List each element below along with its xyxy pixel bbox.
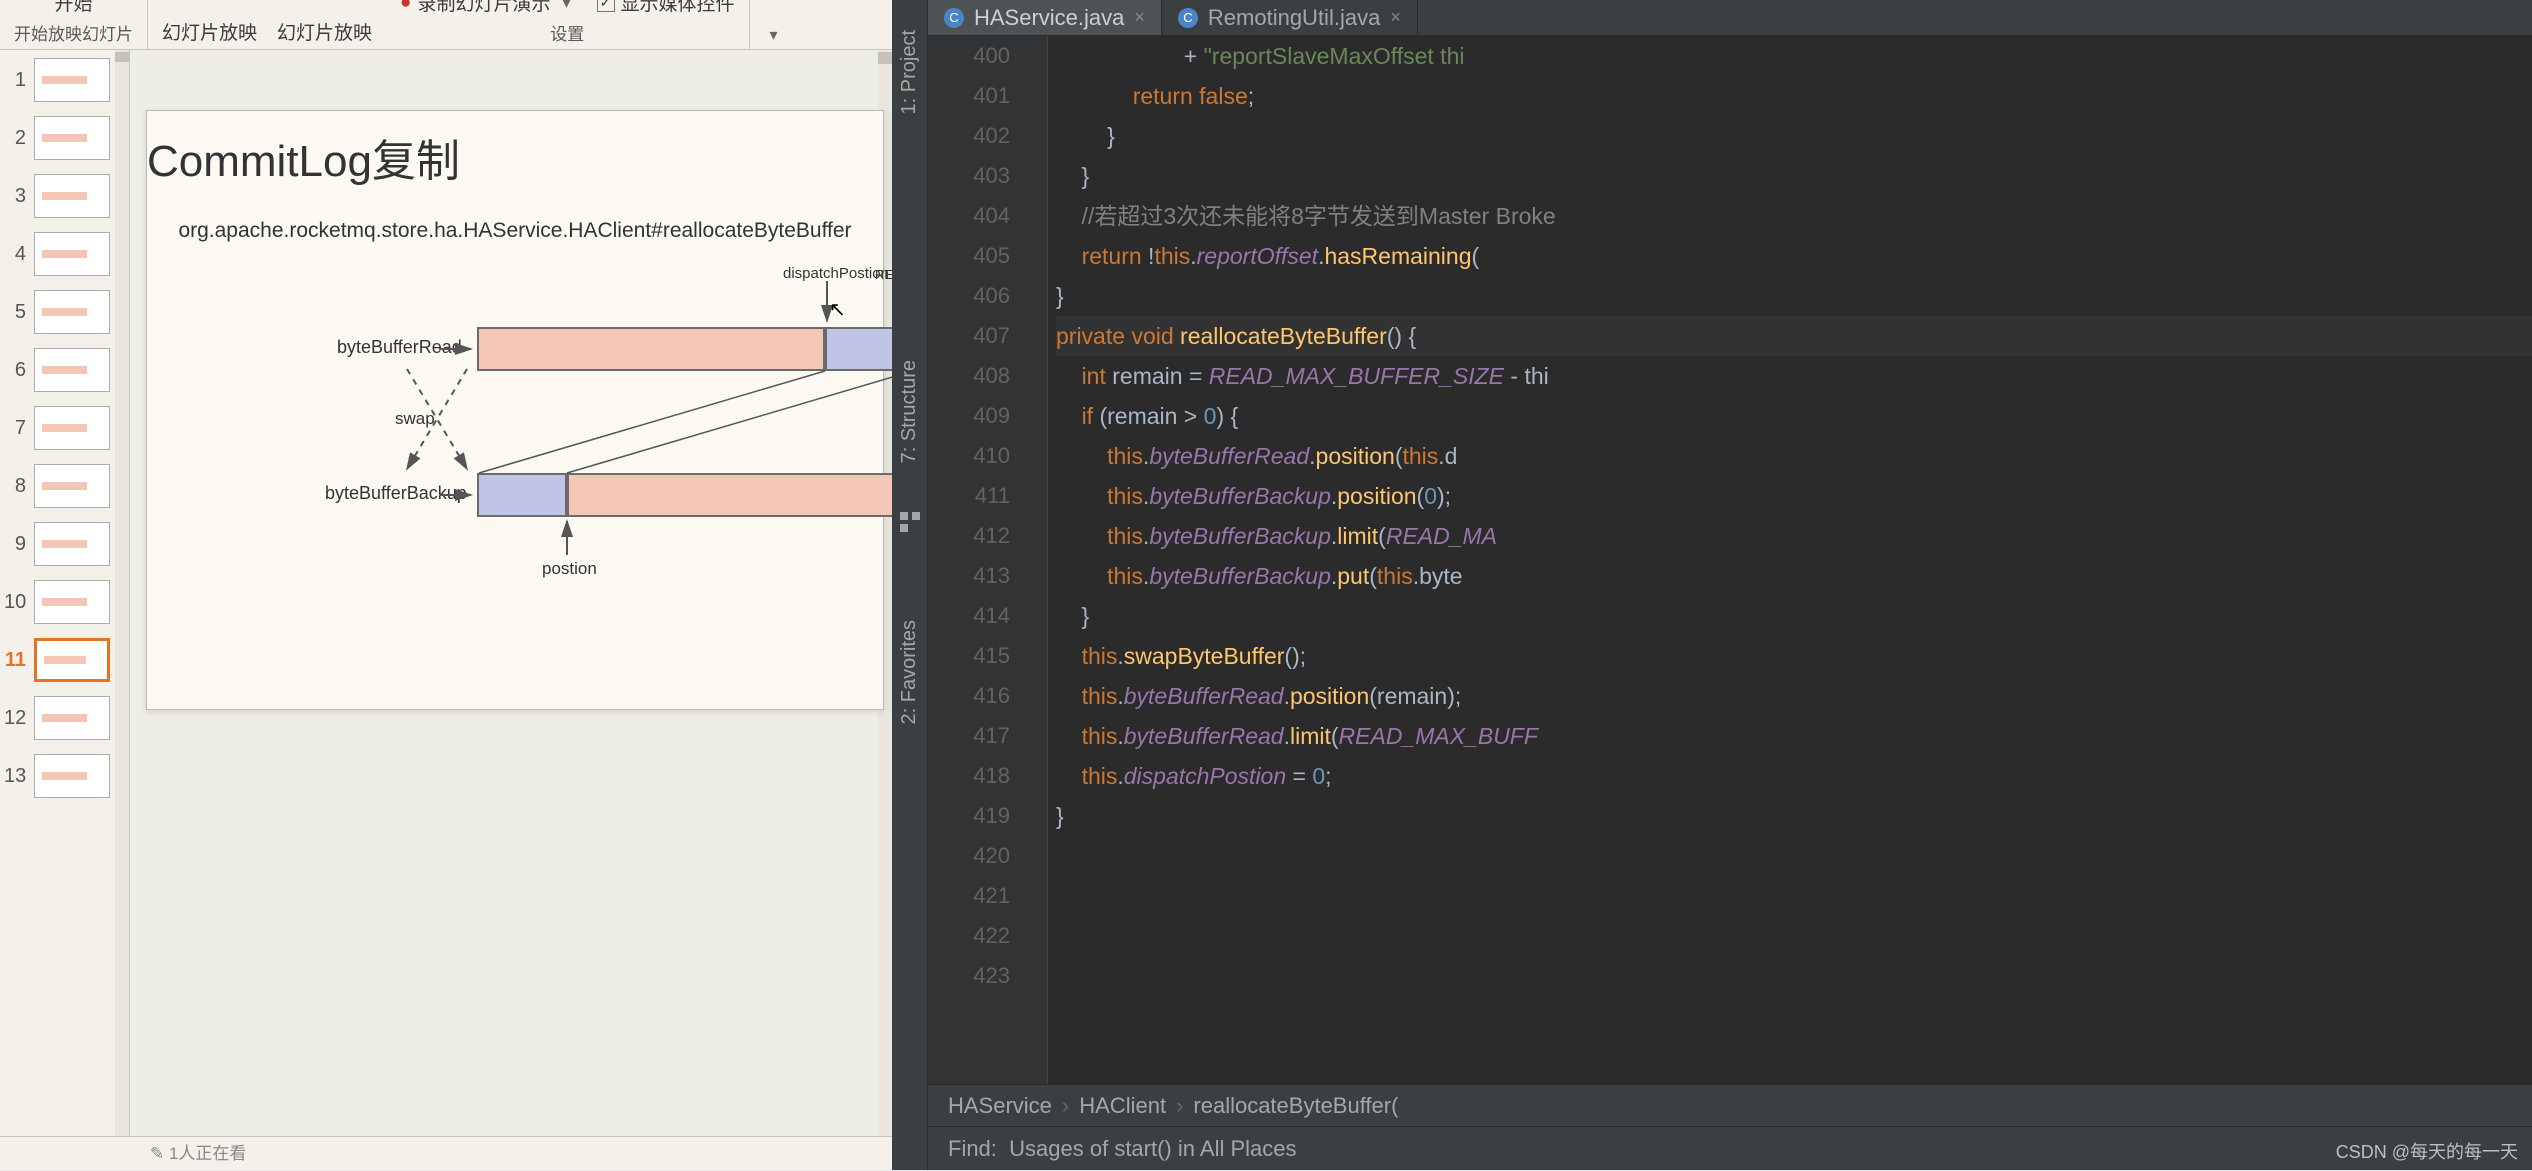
thumb-preview (34, 406, 110, 450)
thumb-number: 8 (4, 475, 26, 498)
find-label: Find: (948, 1136, 997, 1161)
ribbon-group-settings: ●录制幻灯片演示▾ ✓ 显示媒体控件 设置 (386, 0, 750, 49)
thumb-number: 11 (4, 649, 26, 672)
thumb-preview (34, 696, 110, 740)
crumb-1[interactable]: HAClient (1079, 1093, 1166, 1118)
breadcrumb[interactable]: HAService›HAClient›reallocateByteBuffer( (928, 1084, 2532, 1126)
close-icon[interactable]: × (1390, 7, 1401, 28)
tab-1[interactable]: C RemotingUtil.java × (1162, 0, 1418, 35)
thumbnail-4[interactable]: 4 (0, 232, 115, 276)
thumb-number: 3 (4, 185, 26, 208)
thumb-preview (34, 290, 110, 334)
ribbon-overflow[interactable]: ▾ (750, 0, 798, 49)
thumbnail-1[interactable]: 1 (0, 58, 115, 102)
thumbnail-13[interactable]: 13 (0, 754, 115, 798)
thumbnail-2[interactable]: 2 (0, 116, 115, 160)
thumb-preview (34, 522, 110, 566)
thumbnail-panel: 12345678910111213 (0, 50, 130, 1136)
thumb-preview (34, 232, 110, 276)
checkbox-icon: ✓ (597, 0, 615, 12)
ppt-status-bar: ✎ 1人正在看 (0, 1136, 892, 1170)
tab-label: RemotingUtil.java (1208, 5, 1380, 31)
thumbnail-12[interactable]: 12 (0, 696, 115, 740)
structure-icon (898, 510, 922, 534)
thumb-number: 9 (4, 533, 26, 556)
ppt-body: 12345678910111213 CommitLog复制 org.apache… (0, 50, 892, 1136)
watermark: CSDN @每天的每一天 (2336, 1138, 2518, 1164)
thumbnail-8[interactable]: 8 (0, 464, 115, 508)
tab-0[interactable]: C HAService.java × (928, 0, 1162, 35)
thumb-number: 2 (4, 127, 26, 150)
tab-label: HAService.java (974, 5, 1124, 31)
thumbnail-11[interactable]: 11 (0, 638, 115, 682)
slide-diagram: dispatchPostion postion READ_MAX_BUFFER_… (147, 259, 883, 689)
thumbnail-6[interactable]: 6 (0, 348, 115, 392)
powerpoint-window: 开始 开始放映幻灯片 幻灯片放映 幻灯片放映 ●录制幻灯片演示▾ ✓ 显示媒体控件… (0, 0, 892, 1170)
java-class-icon: C (944, 8, 964, 28)
slide-stage: CommitLog复制 org.apache.rocketmq.store.ha… (130, 50, 892, 1136)
show-media-checkbox[interactable]: ✓ 显示媒体控件 (597, 0, 735, 16)
thumb-number: 13 (4, 765, 26, 788)
thumb-preview (34, 348, 110, 392)
diagram-arrows (147, 259, 917, 599)
thumb-preview (34, 638, 110, 682)
thumb-number: 1 (4, 69, 26, 92)
ribbon-item-slideshow2[interactable]: 幻灯片放映 (277, 18, 372, 45)
line-gutter: 4004014024034044054064074084094104114124… (928, 36, 1024, 1084)
show-media-label: 显示媒体控件 (621, 0, 735, 16)
ribbon-settings-label: 设置 (550, 20, 584, 45)
record-label: 录制幻灯片演示 (418, 0, 551, 16)
ribbon-group-label: 开始放映幻灯片 (14, 20, 133, 45)
thumb-number: 6 (4, 359, 26, 382)
close-icon[interactable]: × (1134, 7, 1145, 28)
ide-window: 1: Project 7: Structure 2: Favorites C HA… (892, 0, 2532, 1170)
java-class-icon: C (1178, 8, 1198, 28)
thumbnail-3[interactable]: 3 (0, 174, 115, 218)
thumb-number: 5 (4, 301, 26, 324)
find-text: Usages of start() in All Places (1009, 1136, 1296, 1161)
slide-subtitle: org.apache.rocketmq.store.ha.HAService.H… (147, 219, 883, 243)
slide-title: CommitLog复制 (147, 111, 883, 189)
thumb-preview (34, 116, 110, 160)
tool-structure[interactable]: 7: Structure (898, 360, 921, 463)
thumb-preview (34, 754, 110, 798)
thumb-number: 12 (4, 707, 26, 730)
thumbnail-7[interactable]: 7 (0, 406, 115, 450)
slide-canvas[interactable]: CommitLog复制 org.apache.rocketmq.store.ha… (146, 110, 884, 710)
thumbnail-scrollbar[interactable] (115, 50, 129, 1136)
thumb-preview (34, 464, 110, 508)
ribbon-item-start[interactable]: 开始 (54, 0, 92, 16)
thumbnail-10[interactable]: 10 (0, 580, 115, 624)
ribbon-group-slideshow: 幻灯片放映 幻灯片放映 (148, 0, 386, 49)
code-area[interactable]: + "reportSlaveMaxOffset thi return false… (1048, 36, 2532, 1084)
crumb-0[interactable]: HAService (948, 1093, 1052, 1118)
thumb-number: 4 (4, 243, 26, 266)
find-bar[interactable]: Find: Usages of start() in All Places (928, 1126, 2532, 1170)
ribbon-group-start: 开始 开始放映幻灯片 (0, 0, 148, 49)
thumb-preview (34, 580, 110, 624)
tool-project[interactable]: 1: Project (898, 30, 921, 114)
ribbon: 开始 开始放映幻灯片 幻灯片放映 幻灯片放映 ●录制幻灯片演示▾ ✓ 显示媒体控件… (0, 0, 892, 50)
record-slideshow-button[interactable]: ●录制幻灯片演示▾ (400, 0, 577, 16)
editor-tabs: C HAService.java × C RemotingUtil.java × (928, 0, 2532, 36)
ribbon-item-slideshow1[interactable]: 幻灯片放映 (162, 18, 257, 45)
cursor-icon: ↖ (829, 297, 846, 322)
thumb-number: 10 (4, 591, 26, 614)
code-editor[interactable]: 4004014024034044054064074084094104114124… (928, 36, 2532, 1084)
thumb-number: 7 (4, 417, 26, 440)
crumb-2[interactable]: reallocateByteBuffer( (1193, 1093, 1398, 1118)
fold-gutter[interactable] (1024, 36, 1048, 1084)
thumb-preview (34, 58, 110, 102)
ide-tool-strip: 1: Project 7: Structure 2: Favorites (892, 0, 928, 1170)
thumb-preview (34, 174, 110, 218)
ide-main: C HAService.java × C RemotingUtil.java × 4004… (928, 0, 2532, 1170)
thumbnail-9[interactable]: 9 (0, 522, 115, 566)
tool-favorites[interactable]: 2: Favorites (898, 620, 921, 724)
thumbnail-5[interactable]: 5 (0, 290, 115, 334)
